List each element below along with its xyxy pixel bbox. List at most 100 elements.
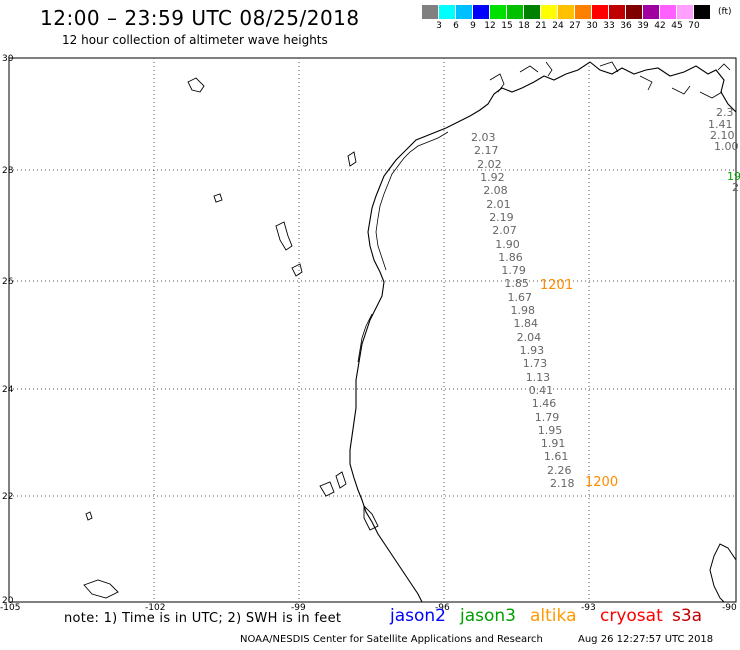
color-swatch: [592, 5, 609, 19]
color-scale-label: 42: [654, 21, 666, 31]
swh-value: 1.86: [498, 250, 523, 264]
legend-jason3: jason3: [460, 606, 516, 626]
lake-feature: [187, 77, 205, 93]
swh-value: 2.03: [471, 131, 496, 144]
swh-value: 2.3: [716, 106, 734, 119]
wave-height-color-scale: 3 6 9 12 15 18 21 24 27 30 33 36 39 42 45 70 (ft): [422, 5, 732, 33]
track-time-label: 1200: [585, 475, 619, 490]
color-swatch: [473, 5, 490, 19]
swh-value: 2.01: [486, 197, 511, 211]
color-swatch: [626, 5, 643, 19]
color-scale-label: 18: [518, 21, 530, 31]
longitude-label: -105: [0, 603, 21, 613]
color-scale-label: 30: [586, 21, 598, 31]
swh-value: 2.02: [477, 157, 502, 171]
color-swatch: [677, 5, 694, 19]
color-scale-label: 24: [552, 21, 564, 31]
color-scale-label: 6: [453, 21, 459, 31]
inland-features: [83, 77, 379, 599]
longitude-label: -93: [581, 603, 596, 613]
lake-feature: [319, 481, 335, 497]
color-swatch: [507, 5, 524, 19]
track-value-green: 19.: [727, 170, 740, 183]
color-swatch: [456, 5, 473, 19]
swh-value: 2.17: [474, 144, 499, 158]
color-scale-label: 45: [671, 21, 683, 31]
lake-feature: [335, 471, 347, 489]
longitude-label: -96: [435, 603, 450, 613]
latitude-label: 26: [2, 277, 14, 287]
color-scale-label: 12: [484, 21, 496, 31]
swh-value: 1.90: [495, 237, 520, 251]
lagoon-feature: [363, 504, 379, 531]
color-swatch: [439, 5, 456, 19]
swh-value: 1.85: [504, 277, 529, 291]
legend-s3a: s3a: [672, 606, 703, 626]
color-swatch: [660, 5, 677, 19]
swh-value: 1.79: [534, 410, 560, 424]
track-value-edge: 2: [732, 181, 739, 194]
color-scale-labels: 3 6 9 12 15 18 21 24 27 30 33 36 39 42 45 70: [422, 19, 711, 33]
longitude-label: -90: [722, 603, 737, 613]
color-scale-label: 15: [501, 21, 513, 31]
color-scale-label: 27: [569, 21, 581, 31]
swh-value: 2.26: [547, 463, 572, 477]
footer-credit: NOAA/NESDIS Center for Satellite Applica…: [240, 634, 543, 645]
color-swatch: [524, 5, 541, 19]
color-scale-label: 9: [470, 21, 476, 31]
yucatan-coastline: [709, 543, 737, 603]
swh-value: 2.07: [492, 224, 517, 238]
swh-value: 1.41: [708, 118, 733, 131]
longitude-label: -102: [145, 603, 166, 613]
louisiana-marsh: [489, 61, 731, 99]
swh-value: 1.46: [531, 397, 557, 411]
latitude-label: 20: [2, 596, 14, 606]
legend-jason2: jason2: [390, 606, 446, 626]
swh-value: 1.95: [537, 423, 563, 437]
color-scale-label: 33: [603, 21, 615, 31]
swh-value: 1.84: [513, 317, 539, 331]
footer-note: note: 1) Time is in UTC; 2) SWH is in fe…: [64, 611, 342, 626]
color-scale-unit: (ft): [718, 7, 732, 17]
map-frame: [8, 57, 737, 603]
swh-value: 2.18: [550, 477, 575, 490]
swh-value: 2.10: [710, 129, 735, 142]
legend-cryosat: cryosat: [600, 606, 663, 626]
color-scale-swatches: [422, 5, 711, 19]
swh-value: 0.41: [528, 383, 554, 397]
page-subtitle: 12 hour collection of altimeter wave hei…: [62, 33, 328, 47]
swh-value: 1.61: [543, 450, 569, 464]
color-swatch: [541, 5, 558, 19]
color-scale-label: 39: [637, 21, 649, 31]
lake-feature: [347, 151, 357, 167]
color-scale-label: 3: [436, 21, 442, 31]
color-swatch: [643, 5, 660, 19]
swh-value: 1.00: [714, 140, 739, 153]
color-swatch: [490, 5, 507, 19]
swh-value: 1.91: [540, 437, 566, 451]
islet-feature: [213, 193, 223, 203]
swh-value: 1.73: [522, 357, 548, 371]
barrier-island: [375, 131, 449, 271]
swh-value: 1.67: [507, 290, 533, 304]
lake-feature: [291, 263, 303, 277]
swh-value: 2.04: [516, 330, 542, 344]
graticule: [9, 58, 736, 602]
track-time-label: 1201: [540, 278, 574, 293]
color-scale-label: 70: [688, 21, 700, 31]
color-swatch: [422, 5, 439, 19]
islet-feature: [85, 511, 93, 521]
color-scale-label: 36: [620, 21, 632, 31]
latitude-label: 24: [2, 385, 14, 395]
barrier-island: [357, 313, 373, 363]
page-title: 12:00 – 23:59 UTC 08/25/2018: [40, 6, 360, 30]
latitude-label: 28: [2, 166, 14, 176]
swh-value: 2.19: [489, 210, 514, 224]
legend-altika: altika: [530, 606, 577, 626]
lake-feature: [83, 579, 119, 599]
swh-value: 1.13: [525, 370, 551, 384]
swh-value: 1.93: [519, 343, 545, 357]
gulf-coastline: [349, 61, 737, 603]
